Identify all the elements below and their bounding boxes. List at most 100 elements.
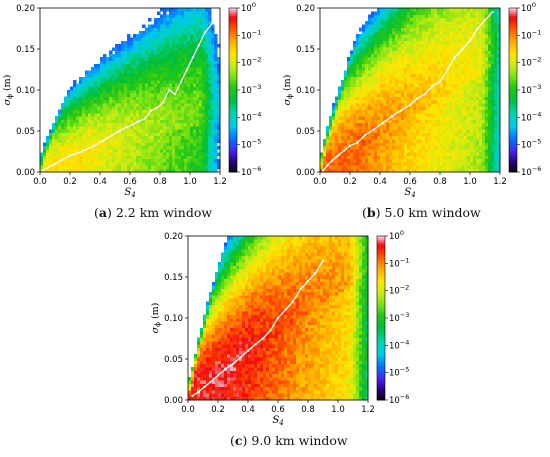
heatmap-cell [205,14,209,19]
heatmap-cell [115,155,119,160]
heatmap-cell [187,40,191,45]
heatmap-cell [347,63,351,68]
heatmap-cell [196,132,200,137]
heatmap-cell [419,86,423,91]
heatmap-cell [70,116,74,120]
heatmap-cell [473,11,477,15]
heatmap-cell [217,80,221,84]
heatmap-cell [184,122,188,127]
heatmap-cell [362,44,366,48]
heatmap-cell [446,139,450,143]
heatmap-cell [479,119,483,124]
heatmap-cell [371,17,375,22]
heatmap-cell [109,135,113,140]
heatmap-cell [446,57,450,61]
heatmap-cell [443,63,447,68]
colorbar-segment [229,90,237,93]
heatmap-cell [208,132,212,137]
colorbar-segment [229,116,237,120]
median-point [179,80,183,84]
heatmap-cell [437,93,441,97]
heatmap-cell [443,60,447,65]
heatmap-cell [214,47,218,51]
heatmap-cell [482,11,486,15]
heatmap-cell [395,155,399,160]
heatmap-cell [157,155,161,160]
heatmap-cell [431,119,435,124]
heatmap-cell [389,126,393,130]
heatmap-cell [491,129,495,133]
heatmap-cell [172,152,176,156]
heatmap-cell [160,106,164,110]
heatmap-cell [151,76,155,81]
heatmap-cell [115,80,119,84]
heatmap-cell [413,96,417,101]
heatmap-cell [416,50,420,55]
heatmap-cell [338,132,342,137]
heatmap-cell [335,142,339,147]
heatmap-cell [383,132,387,137]
heatmap-cell [82,152,86,156]
heatmap-cell [347,116,351,120]
median-point [131,123,135,126]
heatmap-cell [46,152,50,156]
heatmap-cell [172,27,176,32]
heatmap-cell [464,70,468,74]
heatmap-cell [190,139,194,143]
heatmap-cell [479,86,483,91]
heatmap-cell [196,90,200,94]
heatmap-cell [488,142,492,147]
heatmap-cell [178,34,182,38]
heatmap-cell [383,57,387,61]
heatmap-cell [425,122,429,127]
heatmap-cell [163,119,167,124]
heatmap-cell [380,53,384,58]
heatmap-cell [91,145,95,150]
heatmap-cell [491,63,495,68]
heatmap-cell [476,17,480,22]
heatmap-cell [142,103,146,107]
heatmap-cell [449,158,453,163]
heatmap-cell [398,14,402,19]
heatmap-cell [425,37,429,42]
heatmap-cell [130,76,134,81]
heatmap-cell [404,76,408,81]
heatmap-cell [464,27,468,32]
heatmap-cell [422,37,426,42]
heatmap-cell [115,145,119,150]
heatmap-cell [52,142,56,147]
heatmap-cell [169,119,173,124]
heatmap-cell [82,86,86,91]
heatmap-cell [347,96,351,101]
heatmap-cell [440,119,444,124]
heatmap-cell [202,93,206,97]
heatmap-cell [341,93,345,97]
heatmap-cell [85,103,89,107]
heatmap-cell [485,162,489,166]
heatmap-cell [446,70,450,74]
heatmap-cell [70,96,74,101]
heatmap-cell [133,152,137,156]
heatmap-cell [464,8,468,12]
heatmap-cell [356,86,360,91]
heatmap-cell [326,129,330,133]
heatmap-cell [199,86,203,91]
heatmap-cell [470,8,474,12]
heatmap-cell [449,129,453,133]
heatmap-cell [458,30,462,35]
heatmap-cell [94,70,98,74]
heatmap-cell [169,47,173,51]
heatmap-cell [419,158,423,163]
heatmap-cell [440,37,444,42]
heatmap-cell [187,34,191,38]
heatmap-cell [473,132,477,137]
heatmap-cell [488,103,492,107]
heatmap-cell [356,47,360,51]
heatmap-cell [395,30,399,35]
heatmap-cell [347,93,351,97]
heatmap-cell [392,119,396,124]
heatmap-cell [380,44,384,48]
heatmap-cell [187,11,191,15]
heatmap-cell [58,145,62,150]
heatmap-cell [73,122,77,127]
